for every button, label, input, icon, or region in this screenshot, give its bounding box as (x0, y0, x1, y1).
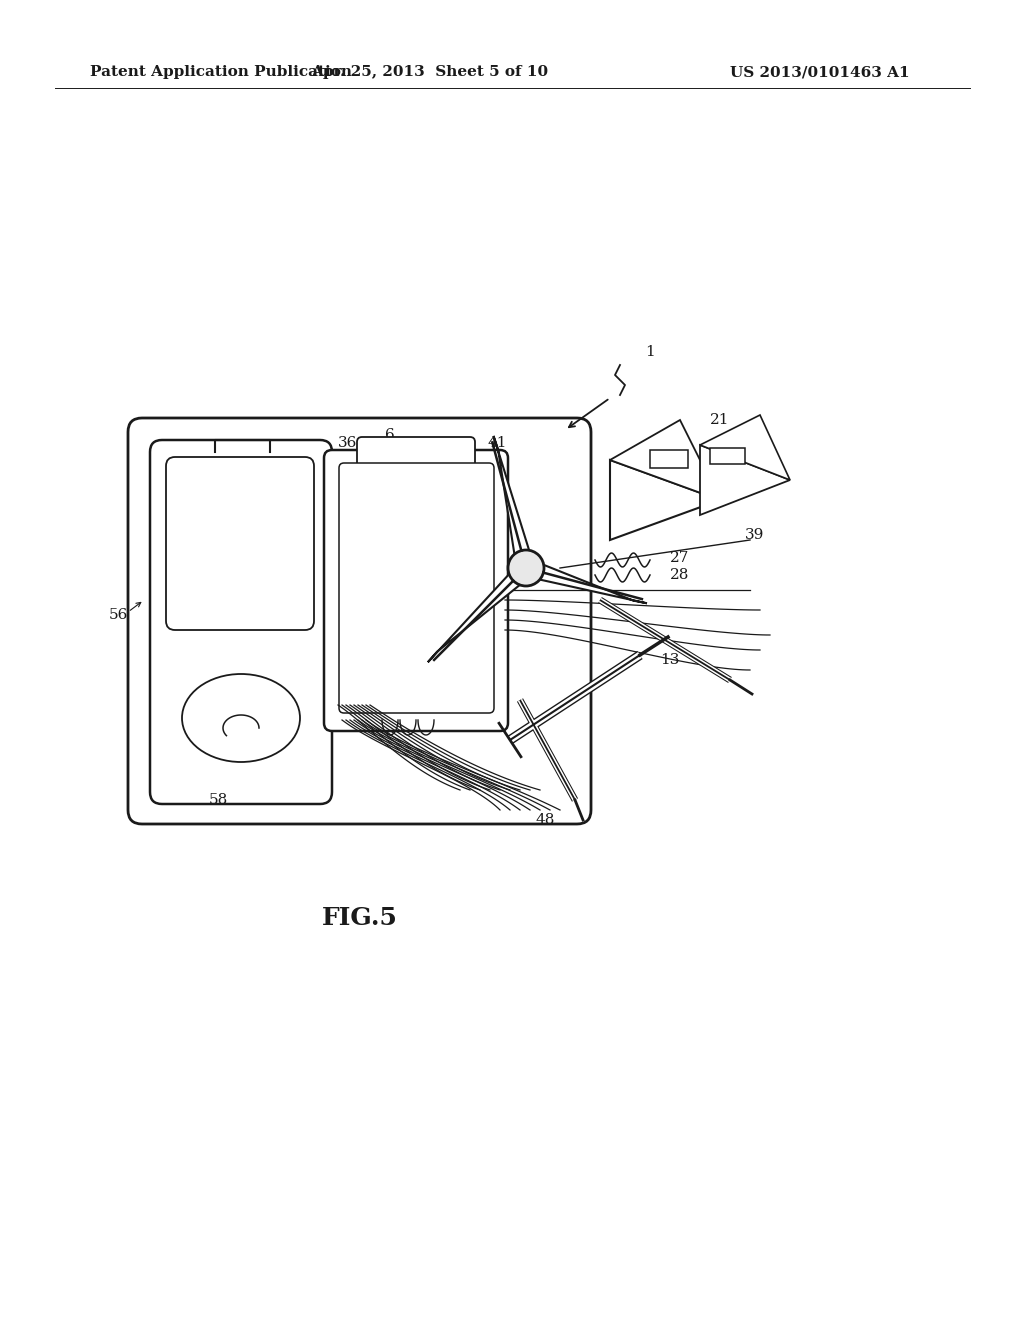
Polygon shape (494, 436, 529, 554)
Text: 58: 58 (208, 793, 227, 807)
FancyBboxPatch shape (339, 463, 494, 713)
Polygon shape (700, 445, 790, 515)
FancyBboxPatch shape (650, 450, 688, 469)
FancyBboxPatch shape (357, 437, 475, 482)
Text: 21: 21 (711, 413, 730, 426)
Text: 6: 6 (385, 428, 395, 442)
Text: 14: 14 (380, 609, 399, 622)
Text: FIG.5: FIG.5 (323, 906, 398, 931)
Ellipse shape (182, 675, 300, 762)
FancyBboxPatch shape (166, 457, 314, 630)
Text: 41: 41 (487, 436, 507, 450)
Text: Patent Application Publication: Patent Application Publication (90, 65, 352, 79)
FancyBboxPatch shape (150, 440, 332, 804)
FancyBboxPatch shape (324, 450, 508, 731)
Polygon shape (610, 459, 720, 540)
Circle shape (508, 550, 544, 586)
Text: 28: 28 (671, 568, 690, 582)
Polygon shape (700, 414, 790, 480)
Polygon shape (610, 420, 720, 500)
FancyBboxPatch shape (710, 447, 745, 465)
Text: 48: 48 (536, 813, 555, 828)
Text: 36: 36 (338, 436, 357, 450)
Polygon shape (540, 565, 647, 603)
Text: US 2013/0101463 A1: US 2013/0101463 A1 (730, 65, 909, 79)
Polygon shape (428, 574, 520, 663)
Text: 39: 39 (745, 528, 765, 543)
Text: 13: 13 (660, 653, 680, 667)
Text: 56: 56 (109, 609, 128, 622)
Text: 27: 27 (671, 550, 690, 565)
Text: 1: 1 (645, 345, 655, 359)
Text: Apr. 25, 2013  Sheet 5 of 10: Apr. 25, 2013 Sheet 5 of 10 (311, 65, 549, 79)
FancyBboxPatch shape (128, 418, 591, 824)
